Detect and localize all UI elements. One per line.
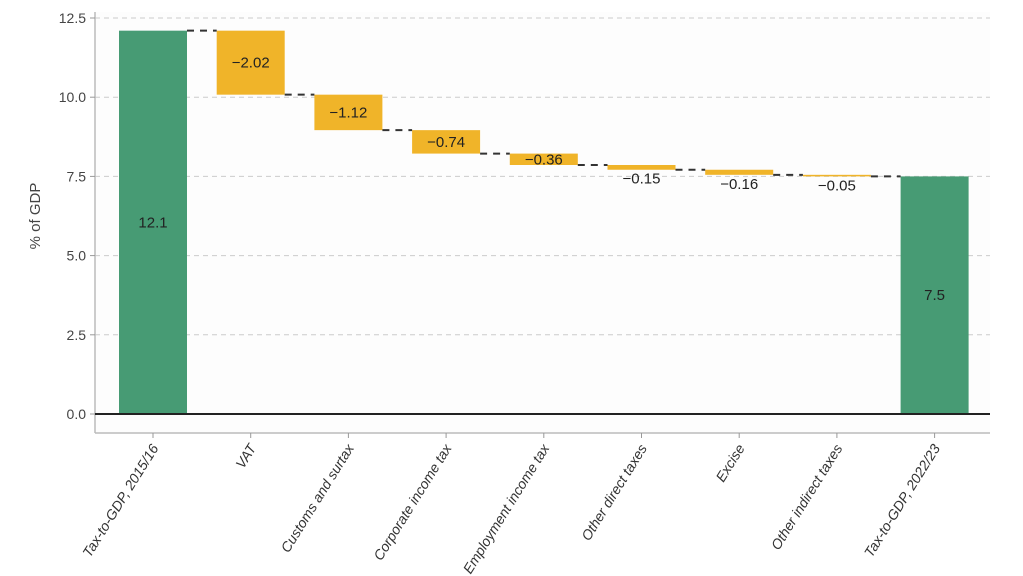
change-bar (412, 130, 481, 154)
y-tick-label: 2.5 (67, 327, 87, 343)
change-bar (216, 30, 285, 95)
x-tick-label: VAT (232, 440, 260, 471)
total-bar (900, 176, 969, 414)
data-label: −0.16 (720, 176, 758, 193)
data-label: −0.05 (818, 177, 856, 194)
data-label: 12.1 (138, 214, 167, 231)
data-label: −0.15 (623, 171, 661, 188)
total-bar (119, 30, 187, 415)
y-tick-label: 7.5 (67, 168, 87, 184)
data-label: −2.02 (232, 55, 270, 72)
y-tick-label: 5.0 (67, 248, 87, 264)
y-tick-label: 10.0 (59, 89, 86, 105)
data-label: −1.12 (329, 104, 367, 121)
x-tick-label: Customs and surtax (277, 440, 357, 555)
change-bar (802, 174, 871, 177)
x-tick-label: Tax-to-GDP, 2022/23 (861, 441, 944, 560)
change-bar (705, 169, 774, 175)
change-bar (509, 153, 578, 165)
x-tick-label: Excise (712, 441, 748, 485)
x-tick-label: Corporate income tax (370, 440, 455, 563)
change-bar (607, 164, 676, 170)
y-tick-label: 0.0 (67, 406, 87, 422)
x-tick-label: Employment income tax (460, 440, 553, 576)
y-tick-label: 12.5 (59, 10, 86, 26)
x-tick-label: Other indirect taxes (768, 441, 846, 552)
data-label: 7.5 (924, 287, 945, 304)
data-label: −0.36 (525, 151, 563, 168)
change-bar (314, 94, 383, 131)
x-tick-label: Other direct taxes (578, 441, 650, 543)
y-axis-label: % of GDP (27, 183, 44, 250)
x-tick-label: Tax-to-GDP, 2015/16 (79, 441, 162, 560)
data-label: −0.74 (427, 134, 465, 151)
